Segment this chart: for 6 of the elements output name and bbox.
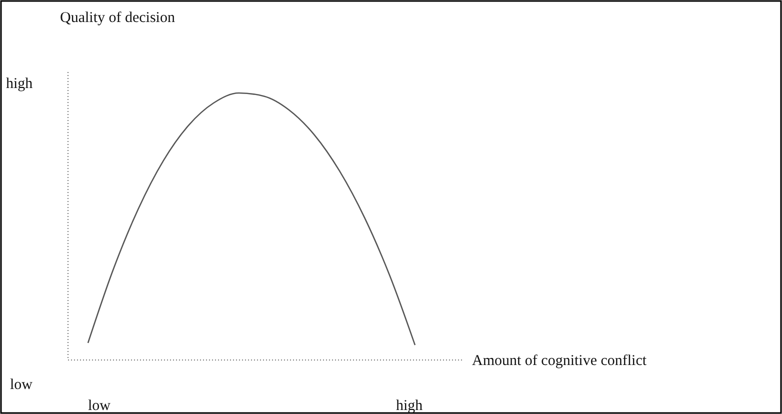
text: low	[88, 398, 111, 414]
text: high	[6, 76, 34, 92]
y-axis-title: Quality of decision	[60, 10, 176, 26]
text: low	[10, 377, 33, 393]
text: high	[396, 398, 424, 414]
x-axis-title: Amount of cognitive conflict	[472, 353, 648, 369]
